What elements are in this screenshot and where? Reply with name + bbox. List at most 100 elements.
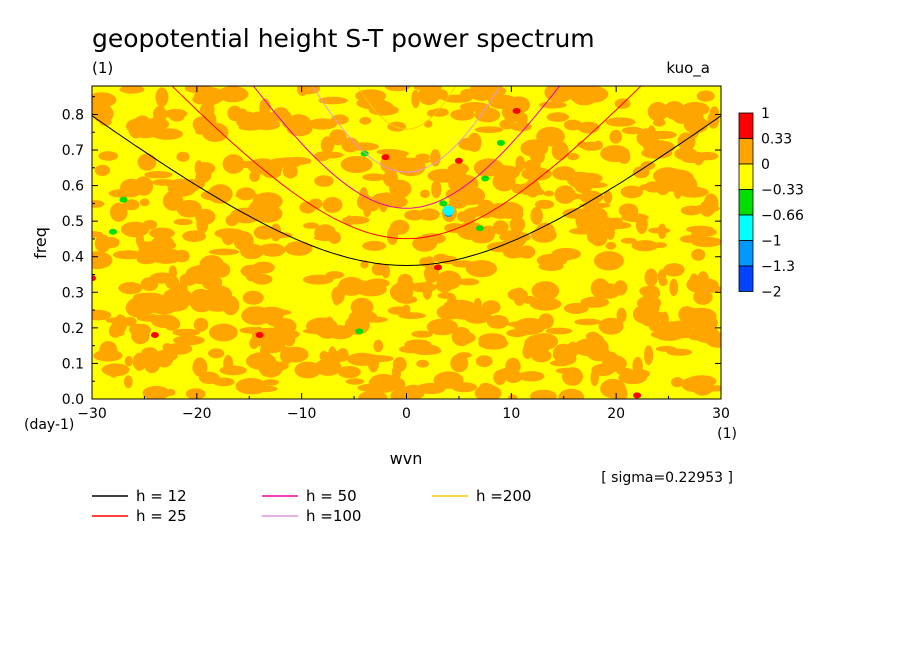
texture-patch (302, 328, 335, 335)
texture-patch (410, 282, 437, 293)
y-axis-unit: (day-1) (24, 417, 74, 433)
texture-patch (643, 140, 675, 155)
texture-patch (193, 317, 209, 332)
colorbar-label: 0.33 (761, 132, 792, 148)
texture-patch (94, 234, 111, 253)
texture-patch (555, 367, 578, 374)
x-tick-label: −10 (287, 406, 317, 422)
texture-patch (705, 331, 721, 348)
texture-patch (262, 379, 279, 386)
texture-patch (648, 227, 671, 234)
texture-patch (521, 167, 552, 181)
texture-patch (518, 371, 545, 382)
texture-patch (127, 295, 159, 316)
texture-patch (686, 328, 705, 341)
spectrum-field (92, 86, 721, 399)
y-tick-label: 0.0 (62, 392, 84, 408)
anomaly-spot (381, 154, 390, 161)
colorbar-swatch (738, 112, 754, 139)
legend-label: h =200 (476, 487, 531, 505)
texture-patch (462, 306, 492, 324)
texture-patch (176, 200, 203, 218)
texture-patch (227, 105, 243, 122)
texture-patch (573, 174, 594, 194)
texture-patch (142, 385, 170, 399)
texture-patch (692, 204, 720, 213)
anomaly-spot (512, 107, 521, 114)
texture-patch (444, 223, 465, 233)
legend-label: h = 25 (136, 507, 187, 525)
texture-patch (324, 316, 334, 330)
texture-patch (676, 322, 686, 339)
texture-patch (554, 185, 576, 204)
colorbar-label: −0.66 (761, 208, 804, 224)
legend-label: h =100 (306, 507, 361, 525)
texture-patch (120, 221, 150, 238)
x-tick-label: −30 (77, 406, 107, 422)
texture-patch (499, 231, 531, 243)
texture-patch (415, 153, 430, 161)
texture-patch (530, 206, 543, 225)
y-tick-label: 0.8 (62, 107, 84, 123)
y-tick-label: 0.5 (62, 214, 84, 230)
texture-patch (618, 371, 647, 385)
texture-patch (179, 273, 198, 286)
texture-patch (567, 153, 580, 161)
texture-patch (591, 363, 615, 376)
texture-patch (326, 325, 354, 340)
anomaly-spot (439, 200, 448, 207)
texture-patch (593, 251, 624, 271)
texture-patch (182, 230, 207, 242)
texture-patch (688, 119, 700, 139)
texture-patch (467, 132, 482, 152)
texture-patch (241, 306, 273, 326)
texture-patch (598, 317, 624, 335)
curve-u-12 (92, 115, 721, 267)
legend-label: h = 50 (306, 487, 357, 505)
texture-patch (616, 307, 627, 323)
texture-patch (656, 181, 670, 196)
texture-patch (123, 199, 140, 211)
anomaly-spot (481, 175, 490, 182)
texture-patch (253, 225, 275, 240)
texture-patch (496, 202, 524, 219)
texture-patch (577, 141, 587, 148)
texture-patch (151, 235, 175, 252)
texture-patch (392, 357, 407, 372)
texture-patch (363, 316, 388, 323)
texture-patch (531, 349, 552, 363)
legend-label: h = 12 (136, 487, 187, 505)
x-tick-label: 20 (607, 406, 625, 422)
anomaly-spot (442, 205, 455, 216)
colorbar-swatch (738, 138, 754, 165)
texture-patch (248, 200, 269, 221)
texture-patch (118, 282, 143, 295)
texture-patch (447, 373, 457, 389)
texture-patch (101, 363, 130, 377)
texture-patch (681, 102, 710, 117)
texture-patch (427, 168, 459, 183)
texture-patch (251, 274, 273, 285)
texture-patch (192, 357, 208, 377)
texture-patch (689, 273, 699, 291)
texture-patch (457, 186, 486, 206)
texture-patch (563, 302, 589, 314)
curve-u-50 (252, 86, 561, 209)
texture-patch (165, 275, 180, 290)
texture-patch (493, 369, 507, 386)
texture-patch (685, 225, 714, 234)
texture-patch (663, 263, 685, 277)
texture-patch (431, 180, 442, 199)
colorbar-label: 1 (761, 106, 770, 122)
texture-patch (580, 296, 609, 308)
texture-patch (474, 126, 504, 133)
texture-patch (358, 156, 369, 168)
texture-patch (209, 248, 240, 256)
texture-patch (473, 158, 504, 177)
texture-patch (479, 382, 492, 391)
texture-patch (507, 394, 518, 399)
texture-patch (481, 203, 496, 213)
texture-patch (562, 208, 589, 219)
texture-patch (419, 233, 446, 245)
